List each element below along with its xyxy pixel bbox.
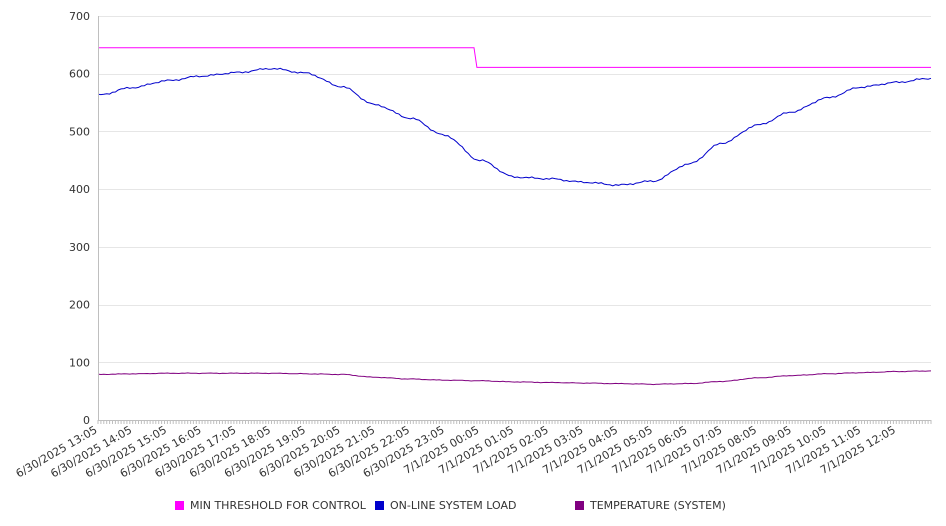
x-axis-tick-labels: 6/30/2025 13:056/30/2025 14:056/30/2025 … (14, 423, 898, 480)
legend-item-min-threshold[interactable]: MIN THRESHOLD FOR CONTROL (175, 499, 366, 512)
grid-lines (98, 16, 931, 363)
axes (97, 16, 932, 424)
y-tick-label: 300 (69, 241, 90, 254)
y-tick-label: 200 (69, 299, 90, 312)
series-lines (97, 47, 932, 386)
legend-label-online-system-load: ON-LINE SYSTEM LOAD (390, 499, 517, 512)
legend-swatch-online-system-load (375, 501, 384, 510)
legend-swatch-temperature (575, 501, 584, 510)
y-tick-label: 100 (69, 356, 90, 369)
y-tick-label: 600 (69, 68, 90, 81)
series-line-2 (97, 370, 932, 386)
legend-swatch-min-threshold (175, 501, 184, 510)
legend-item-online-system-load[interactable]: ON-LINE SYSTEM LOAD (375, 499, 516, 512)
y-axis-tick-labels: 0 100 200 300 400 500 600 700 (69, 10, 90, 427)
series-line-0 (98, 47, 931, 68)
legend: MIN THRESHOLD FOR CONTROL ON-LINE SYSTEM… (0, 499, 946, 515)
chart: 0 100 200 300 400 500 600 700 6/30/2025 13:056/… (14, 10, 932, 480)
legend-item-temperature[interactable]: TEMPERATURE (SYSTEM) (575, 499, 726, 512)
legend-label-min-threshold: MIN THRESHOLD FOR CONTROL (190, 499, 366, 512)
y-tick-label: 500 (69, 125, 90, 138)
y-tick-label: 400 (69, 183, 90, 196)
y-tick-label: 0 (83, 414, 90, 427)
series-line-1 (97, 67, 932, 187)
legend-label-temperature: TEMPERATURE (SYSTEM) (590, 499, 726, 512)
y-tick-label: 700 (69, 10, 90, 23)
